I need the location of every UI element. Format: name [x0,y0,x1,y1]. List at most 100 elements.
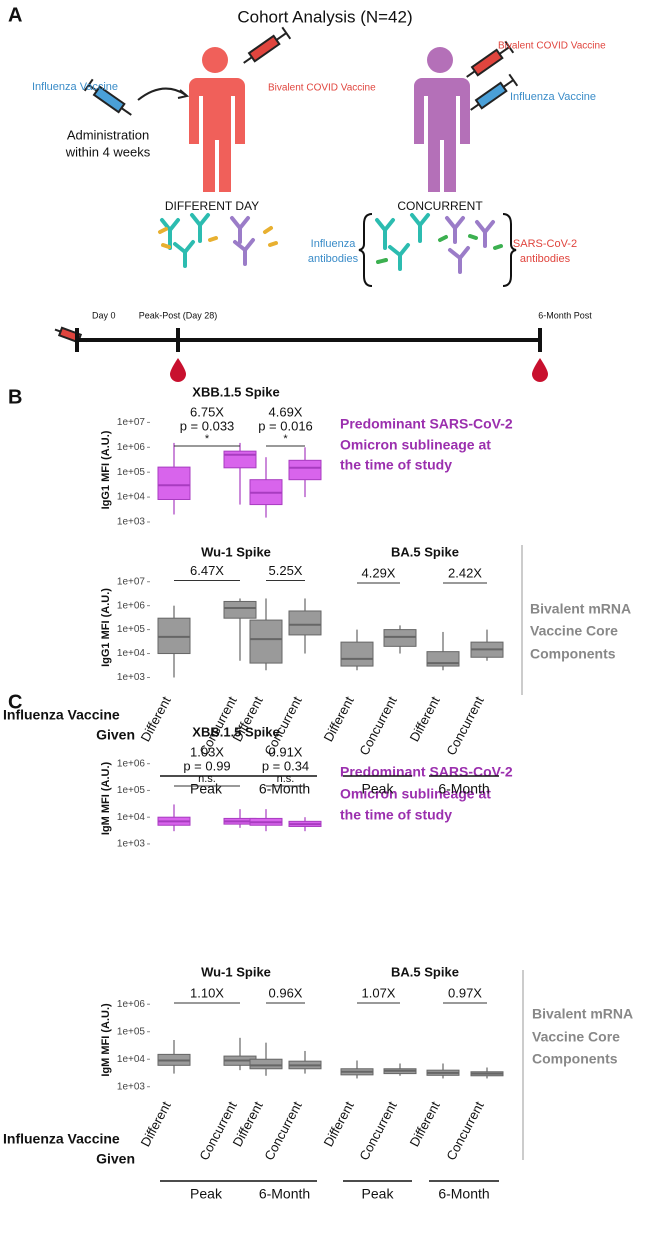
x-tick-label: Concurrent [261,1099,305,1163]
x-tick-label: Concurrent [443,1099,487,1163]
label: Influenza Vaccine [32,81,118,93]
box [223,600,257,619]
fold-change: 5.25X [269,563,303,578]
axis-caption: Given [96,727,135,743]
panel-title: BA.5 Spike [391,964,459,979]
group-label: 6-Month [438,1186,489,1202]
y-tick-label: 1e+05 [117,624,146,635]
panel-title: Wu-1 Spike [201,964,271,979]
note: Omicron sublineage at [340,786,491,802]
y-tick-label: 1e+06 [117,442,146,453]
y-tick-label: 1e+05 [117,467,146,478]
label: antibodies [520,253,571,265]
significance: n.s. [277,773,295,785]
box [288,459,322,481]
note: Vaccine Core [532,1029,620,1045]
group-label: Peak [362,781,395,797]
y-tick-label: 1e+03 [117,672,146,683]
braces [358,213,517,287]
group-label: Peak [190,1186,223,1202]
note: Predominant SARS-CoV-2 [340,764,513,780]
y-tick-label: 1e+06 [117,600,146,611]
timeline-label: 6-Month Post [538,310,592,320]
label: Influenza Vaccine [510,91,596,103]
label: Bivalent COVID Vaccine [268,83,376,94]
label: within 4 weeks [65,144,151,159]
panel-title: BA.5 Spike [391,544,459,559]
fold-change: 4.69X [269,404,303,419]
label: Influenza [311,238,357,250]
x-tick-label: Different [137,1099,173,1150]
note: Bivalent mRNA [532,1006,633,1022]
note: Components [530,646,616,662]
y-tick-label: 1e+06 [117,758,146,769]
fold-change: 1.07X [362,985,396,1000]
antibodies [158,213,503,274]
y-tick-label: 1e+04 [117,648,146,659]
box [340,641,374,667]
y-tick-label: 1e+03 [117,839,146,850]
fold-change: 0.91X [269,744,303,759]
x-tick-label: Different [320,694,356,745]
group-label: Peak [362,1186,395,1202]
fold-change: 4.29X [362,565,396,580]
p-value: p = 0.99 [183,758,230,773]
axis-caption: Given [96,1151,135,1167]
label: SARS-CoV-2 [513,238,577,250]
y-tick-label: 1e+04 [117,1054,146,1065]
box [157,466,191,500]
note: Omicron sublineage at [340,437,491,453]
box [249,1058,283,1070]
label: CONCURRENT [397,199,483,213]
blood-drop [170,358,548,382]
label: DIFFERENT DAY [165,199,259,213]
timeline-label: Day 0 [92,310,116,320]
y-tick-label: 1e+07 [117,576,146,587]
panel-title: Wu-1 Spike [201,544,271,559]
label: antibodies [308,253,359,265]
fold-change: 6.47X [190,563,224,578]
axis-caption: Influenza Vaccine [3,707,120,723]
label: Bivalent COVID Vaccine [498,41,606,52]
note: Predominant SARS-CoV-2 [340,416,513,432]
x-tick-label: Different [137,694,173,745]
p-value: p = 0.016 [258,418,313,433]
x-tick-label: Different [320,1099,356,1150]
box [288,610,322,636]
y-tick-label: 1e+07 [117,417,146,428]
box [249,619,283,664]
fold-change: 1.03X [190,744,224,759]
timeline-label: Peak-Post (Day 28) [139,310,218,320]
y-axis-label: IgG1 MFI (A.U.) [100,588,112,667]
y-tick-label: 1e+04 [117,812,146,823]
panel-title: XBB.1.5 Spike [192,724,279,739]
y-tick-label: 1e+03 [117,1081,146,1092]
panel-label: A [8,4,22,26]
p-value: p = 0.34 [262,758,309,773]
y-tick-label: 1e+06 [117,999,146,1010]
group-label: 6-Month [438,781,489,797]
significance: * [283,433,288,445]
y-tick-label: 1e+04 [117,492,146,503]
box [223,450,257,469]
x-tick-label: Concurrent [196,1099,240,1163]
fold-change: 1.10X [190,985,224,1000]
fold-change: 2.42X [448,565,482,580]
significance: * [205,433,210,445]
fold-change: 0.96X [269,985,303,1000]
panel-label: B [8,386,22,408]
person-concurrent [414,47,470,192]
y-axis-label: IgM MFI (A.U.) [100,762,112,836]
y-axis-label: IgG1 MFI (A.U.) [100,430,112,509]
y-axis-label: IgM MFI (A.U.) [100,1003,112,1077]
panel-label: C [8,691,22,713]
y-tick-label: 1e+05 [117,785,146,796]
note: the time of study [340,457,452,473]
fold-change: 6.75X [190,404,224,419]
y-tick-label: 1e+03 [117,517,146,528]
timeline [75,328,542,352]
x-tick-label: Different [406,1099,442,1150]
x-tick-label: Concurrent [356,694,400,758]
x-tick-label: Concurrent [443,694,487,758]
